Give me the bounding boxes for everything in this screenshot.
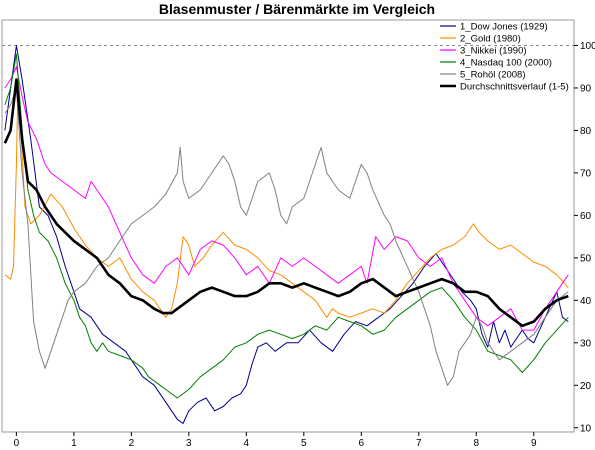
- y-tick-label: 40: [580, 296, 592, 307]
- legend-label-5: 5_Rohöl (2008): [460, 70, 526, 81]
- legend: 1_Dow Jones (1929)2_Gold (1980)3_Nikkei …: [440, 22, 569, 93]
- y-tick-label: 30: [580, 338, 592, 349]
- y-tick-label: 90: [580, 83, 592, 94]
- x-tick-label: 5: [301, 438, 307, 449]
- x-tick-label: 8: [473, 438, 479, 449]
- series-line-2: [4, 79, 569, 318]
- legend-label-2: 2_Gold (1980): [460, 34, 521, 45]
- series-line-4: [4, 53, 569, 399]
- x-tick-label: 4: [244, 438, 250, 449]
- y-tick-label: 20: [580, 381, 592, 392]
- legend-label-3: 3_Nikkei (1990): [460, 46, 527, 57]
- plot-frame: [1, 19, 575, 433]
- x-axis: 0 1 2 3 4 5 6 7 8 9: [14, 432, 537, 449]
- x-tick-label: 9: [531, 438, 537, 449]
- x-tick-label: 0: [14, 438, 20, 449]
- x-tick-label: 1: [71, 438, 77, 449]
- y-tick-label: 70: [580, 168, 592, 179]
- y-tick-label: 80: [580, 126, 592, 137]
- series-line-3: [4, 66, 569, 331]
- x-tick-label: 6: [359, 438, 365, 449]
- x-tick-label: 2: [129, 438, 135, 449]
- plot-border: [1, 19, 575, 433]
- series-layer: [3, 45, 569, 424]
- series-line-1: [4, 45, 569, 424]
- legend-label-1: 1_Dow Jones (1929): [460, 22, 548, 33]
- y-axis: 10 20 30 40 50 60 70 80 90 100: [574, 41, 595, 434]
- legend-label-4: 4_Nasdaq 100 (2000): [460, 58, 552, 69]
- series-line-6: [3, 78, 569, 328]
- series-line-5: [4, 87, 569, 386]
- y-tick-label: 60: [580, 211, 592, 222]
- x-tick-label: 3: [186, 438, 192, 449]
- legend-label-6: Durchschnittsverlauf (1-5): [460, 82, 569, 93]
- y-tick-label: 50: [580, 253, 592, 264]
- chart-title: Blasenmuster / Bärenmärkte im Vergleich: [159, 1, 435, 17]
- y-tick-label: 10: [580, 423, 592, 434]
- y-tick-label: 100: [580, 41, 595, 52]
- x-tick-label: 7: [416, 438, 422, 449]
